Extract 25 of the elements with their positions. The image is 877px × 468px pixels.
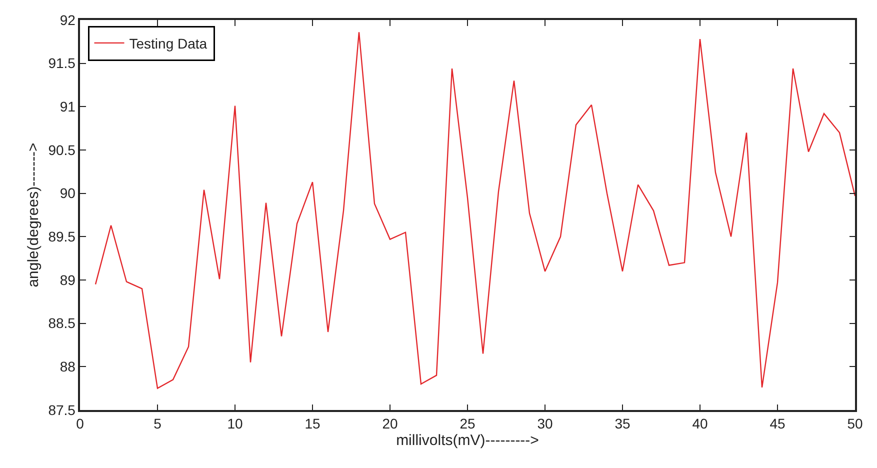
x-tick-label: 10 [227, 416, 243, 432]
y-tick-label: 87.5 [48, 402, 76, 418]
y-tick-label: 88.5 [48, 315, 76, 332]
x-tick-label: 5 [154, 416, 162, 432]
x-tick-label: 0 [76, 416, 84, 432]
x-tick-label: 35 [614, 416, 630, 432]
legend-label: Testing Data [129, 35, 208, 52]
x-tick-label: 45 [770, 416, 786, 432]
y-tick-label: 89.5 [48, 228, 76, 245]
x-tick-label: 30 [537, 416, 553, 432]
y-tick-label: 89 [60, 272, 76, 288]
y-tick-label: 91 [60, 98, 76, 115]
x-tick-label: 40 [692, 416, 708, 432]
line-series [94, 32, 855, 389]
x-axis-title: millivolts(mV)---------> [396, 432, 540, 450]
y-tick-label: 92 [60, 12, 76, 28]
y-tick-label: 90.5 [48, 142, 76, 158]
y-axis-title: angle(degrees)-------> [24, 142, 42, 288]
x-tick-label: 15 [304, 416, 320, 432]
y-tick-label: 90 [60, 185, 76, 202]
x-tick-label: 50 [847, 416, 863, 432]
x-tick-label: 25 [460, 416, 476, 432]
x-tick-label: 20 [382, 416, 398, 432]
y-tick-label: 88 [60, 358, 76, 375]
y-tick-label: 91.5 [48, 55, 76, 72]
